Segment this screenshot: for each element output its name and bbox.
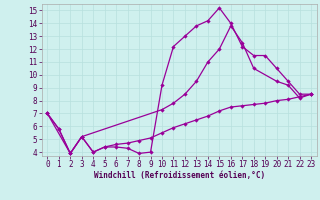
X-axis label: Windchill (Refroidissement éolien,°C): Windchill (Refroidissement éolien,°C) (94, 171, 265, 180)
